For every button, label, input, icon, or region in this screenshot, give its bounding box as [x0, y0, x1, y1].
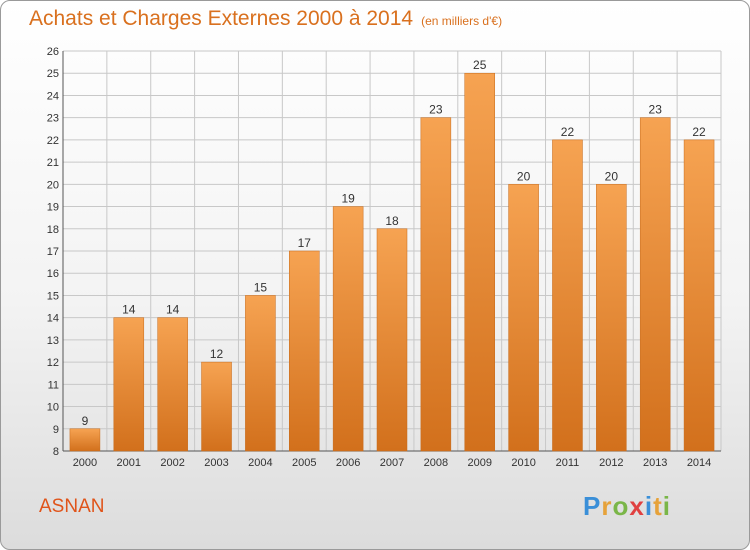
x-tick-label-2008: 2008: [424, 457, 448, 469]
x-tick-label-2004: 2004: [248, 457, 272, 469]
data-label-2000: 9: [82, 414, 89, 428]
commune-name: ASNAN: [39, 496, 105, 517]
x-tick-label-2001: 2001: [117, 457, 141, 469]
bar-2001: [113, 317, 145, 452]
data-label-2014: 22: [692, 125, 706, 139]
x-tick-label-2012: 2012: [599, 457, 623, 469]
y-tick-label: 10: [47, 402, 59, 414]
x-tick-label-2013: 2013: [643, 457, 667, 469]
x-tick-label-2011: 2011: [556, 457, 580, 469]
y-tick-label: 18: [47, 224, 59, 236]
data-label-2001: 14: [122, 303, 136, 317]
x-tick-label-2003: 2003: [204, 457, 228, 469]
x-tick-label-2007: 2007: [380, 457, 404, 469]
y-tick-label: 20: [47, 179, 59, 191]
logo-letter: r: [601, 491, 613, 521]
data-label-2012: 20: [605, 169, 619, 183]
data-label-2004: 15: [254, 280, 268, 294]
chart-subtitle: (en milliers d'€): [421, 14, 503, 28]
y-tick-label: 26: [47, 46, 59, 58]
y-tick-label: 9: [53, 424, 59, 436]
x-tick-label-2009: 2009: [467, 457, 491, 469]
y-tick-label: 17: [47, 246, 59, 258]
chart-title-text: Achats et Charges Externes 2000 à 2014: [29, 7, 414, 30]
bar-2004: [245, 295, 276, 452]
data-label-2011: 22: [561, 125, 575, 139]
y-tick-label: 24: [47, 90, 59, 102]
data-label-2002: 14: [166, 303, 180, 317]
data-label-2007: 18: [385, 214, 399, 228]
bar-2007: [376, 228, 408, 452]
bar-2011: [552, 139, 583, 452]
y-tick-label: 14: [47, 313, 59, 325]
bar-2008: [420, 117, 452, 452]
bar-2012: [596, 184, 627, 452]
y-tick-label: 13: [47, 335, 59, 347]
logo-letter: i: [662, 491, 671, 521]
proxiti-logo: Proxiti: [583, 491, 671, 522]
data-label-2005: 17: [298, 236, 312, 250]
x-tick-label-2005: 2005: [292, 457, 316, 469]
bar-2014: [683, 139, 715, 452]
bar-2002: [157, 317, 188, 452]
bar-2003: [201, 361, 232, 452]
data-label-2003: 12: [210, 347, 224, 361]
data-label-2006: 19: [341, 192, 355, 206]
axes: 8 9 10 11 12 13 14 15 16 17 18 19 20 21 22 23 24 25 26 2000…: [47, 46, 721, 469]
data-label-2008: 23: [429, 103, 443, 117]
x-tick-label-2000: 2000: [73, 457, 97, 469]
y-tick-label: 12: [47, 357, 59, 369]
logo-letter: x: [629, 491, 645, 521]
logo-letter: P: [583, 491, 602, 521]
data-label-2010: 20: [517, 169, 531, 183]
bar-2009: [464, 72, 495, 452]
logo-letter: o: [612, 491, 630, 521]
y-tick-label: 11: [48, 379, 59, 391]
y-tick-label: 8: [53, 446, 59, 458]
y-tick-label: 21: [47, 157, 59, 169]
x-tick-label-2006: 2006: [336, 457, 360, 469]
logo-letter: i: [644, 491, 654, 521]
bar-2013: [639, 117, 671, 452]
y-tick-label: 25: [47, 68, 59, 80]
x-tick-label-2010: 2010: [511, 457, 535, 469]
logo-letter: t: [653, 491, 663, 521]
bar-2000: [69, 428, 101, 452]
bar-2006: [332, 206, 364, 452]
data-label-2009: 25: [473, 58, 487, 72]
x-tick-label-2002: 2002: [160, 457, 184, 469]
y-tick-label: 23: [47, 113, 59, 125]
bar-2005: [289, 250, 320, 452]
bar-2010: [508, 184, 539, 452]
y-tick-label: 16: [47, 268, 59, 280]
x-tick-label-2014: 2014: [687, 457, 711, 469]
y-tick-label: 15: [47, 290, 59, 302]
bars: [69, 72, 715, 452]
y-tick-label: 22: [47, 135, 59, 147]
data-label-2013: 23: [649, 103, 663, 117]
data-labels: 9 14 14 12 15 17 19 18 23 25 20 22 20 23 22: [82, 58, 706, 428]
chart-title: Achats et Charges Externes 2000 à 2014 (e…: [29, 7, 502, 31]
y-tick-label: 19: [47, 202, 59, 214]
